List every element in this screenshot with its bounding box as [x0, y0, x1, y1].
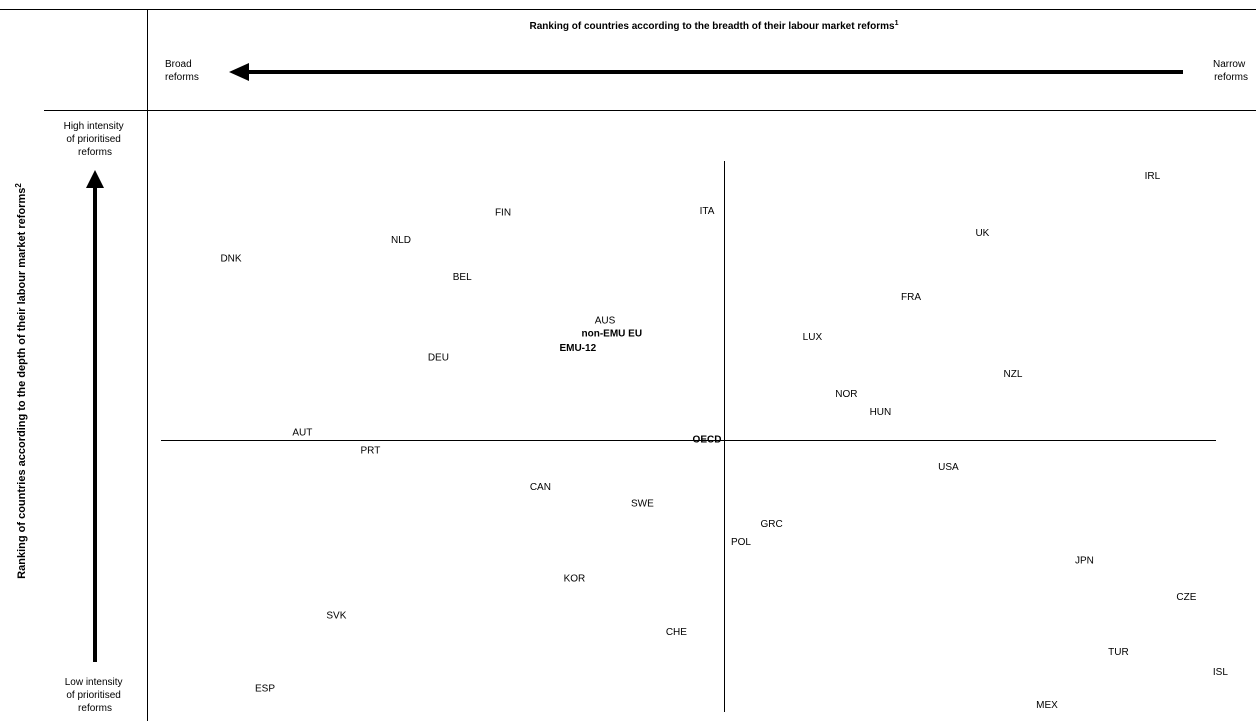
chart-title-footnote: 1	[895, 20, 899, 27]
point-label-uk: UK	[975, 228, 989, 239]
point-label-aut: AUT	[292, 427, 312, 438]
point-label-pol: POL	[731, 537, 751, 548]
point-label-ita: ITA	[700, 206, 715, 217]
point-label-fin: FIN	[495, 208, 511, 219]
point-label-svk: SVK	[326, 610, 346, 621]
chart-title: Ranking of countries according to the br…	[530, 20, 899, 32]
y-axis-bottom-label-line1: Low intensity	[65, 677, 123, 688]
y-axis-top-label: High intensity of prioritised reforms	[64, 121, 127, 158]
point-label-che: CHE	[666, 627, 687, 638]
point-label-dnk: DNK	[220, 253, 241, 264]
point-label-nzl: NZL	[1004, 369, 1023, 380]
point-label-tur: TUR	[1108, 647, 1129, 658]
point-label-oecd: OECD	[693, 435, 722, 446]
point-label-irl: IRL	[1145, 171, 1161, 182]
point-label-isl: ISL	[1213, 667, 1228, 678]
x-axis-right-label-line1: Narrow	[1213, 59, 1246, 70]
point-label-non-emu-eu: non-EMU EU	[582, 328, 643, 339]
point-label-jpn: JPN	[1075, 555, 1094, 566]
y-axis-title: Ranking of countries according to the de…	[14, 183, 28, 579]
point-label-kor: KOR	[564, 574, 586, 585]
point-label-bel: BEL	[453, 272, 472, 283]
point-label-swe: SWE	[631, 499, 654, 510]
point-label-esp: ESP	[255, 684, 275, 695]
y-axis-bottom-label: Low intensity of prioritised reforms	[65, 677, 126, 714]
point-label-nld: NLD	[391, 235, 411, 246]
y-axis-bottom-label-line2: of prioritised	[66, 690, 120, 701]
y-axis-title-footnote: 2	[14, 183, 23, 188]
x-direction-arrowhead	[229, 63, 249, 81]
y-axis-top-label-line1: High intensity	[64, 121, 124, 132]
chart-title-text: Ranking of countries according to the br…	[530, 21, 895, 32]
point-label-deu: DEU	[428, 352, 449, 363]
y-axis-bottom-label-line3: reforms	[78, 703, 112, 714]
point-label-lux: LUX	[803, 332, 823, 343]
point-label-hun: HUN	[870, 407, 892, 418]
y-direction-arrowhead	[86, 170, 104, 188]
point-label-aus: AUS	[595, 316, 616, 327]
x-axis-left-label-line1: Broad	[165, 59, 192, 70]
x-axis-left-label-line2: reforms	[165, 72, 199, 83]
point-label-fra: FRA	[901, 292, 921, 303]
point-label-grc: GRC	[760, 519, 782, 530]
point-label-emu-12: EMU-12	[559, 343, 596, 354]
y-axis-top-label-line2: of prioritised	[66, 134, 120, 145]
point-label-mex: MEX	[1036, 700, 1058, 711]
point-label-nor: NOR	[835, 389, 857, 400]
point-label-usa: USA	[938, 462, 959, 473]
point-label-prt: PRT	[360, 446, 380, 457]
x-axis-right-label-line2: reforms	[1214, 72, 1248, 83]
point-label-can: CAN	[530, 482, 551, 493]
y-axis-title-text: Ranking of countries according to the de…	[16, 188, 28, 579]
x-axis-right-label: Narrow reforms	[1213, 59, 1248, 83]
y-axis-top-label-line3: reforms	[78, 147, 112, 158]
point-label-cze: CZE	[1176, 592, 1196, 603]
x-axis-left-label: Broad reforms	[165, 59, 199, 83]
